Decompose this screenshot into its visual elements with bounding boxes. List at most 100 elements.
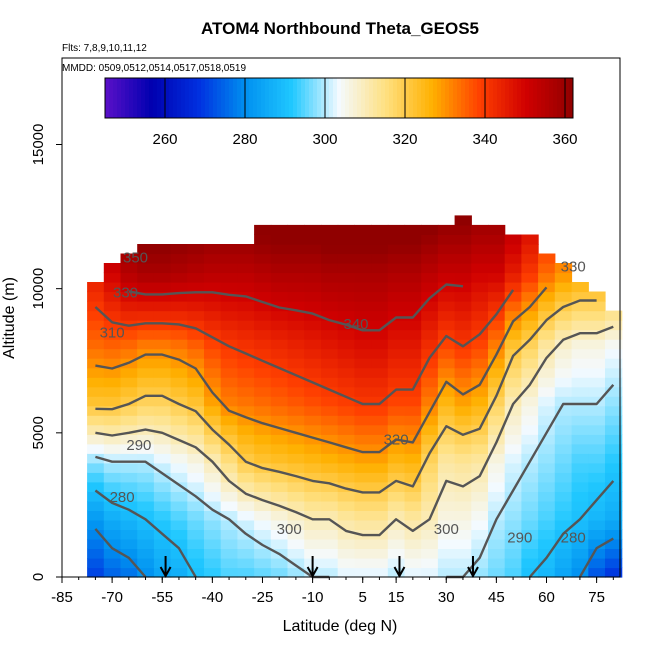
colorbar-cell xyxy=(361,78,366,118)
heatmap-cell xyxy=(270,272,289,283)
heatmap-cell xyxy=(488,472,506,483)
x-tick-label: 5 xyxy=(359,589,367,606)
heatmap-cell xyxy=(170,443,188,454)
contour-label: 310 xyxy=(100,325,125,342)
heatmap-cell xyxy=(437,462,456,473)
heatmap-cell xyxy=(404,529,422,540)
heatmap-cell xyxy=(103,424,122,435)
colorbar-cell xyxy=(369,78,374,118)
heatmap-cell xyxy=(254,310,272,321)
heatmap-cell xyxy=(220,339,238,350)
heatmap-cell xyxy=(421,519,439,530)
heatmap-cell xyxy=(354,358,372,369)
heatmap-cell xyxy=(488,443,506,454)
heatmap-cell xyxy=(504,481,522,492)
heatmap-cell xyxy=(337,339,355,350)
heatmap-cell xyxy=(588,529,606,540)
heatmap-cell xyxy=(103,472,122,483)
heatmap-cell xyxy=(471,529,489,540)
profile-arrow xyxy=(306,556,319,579)
heatmap-cell xyxy=(87,462,105,473)
heatmap-cell xyxy=(488,386,506,397)
heatmap-cell xyxy=(437,434,456,445)
heatmap-cell xyxy=(504,415,522,426)
heatmap-cell xyxy=(270,510,289,521)
heatmap-cell xyxy=(187,386,205,397)
heatmap-cell xyxy=(287,329,305,340)
x-tick-label: -10 xyxy=(302,589,324,606)
heatmap-cell xyxy=(254,291,272,302)
heatmap-cell xyxy=(471,386,489,397)
colorbar-cell xyxy=(349,78,354,118)
heatmap-cell xyxy=(187,567,205,578)
heatmap-cell xyxy=(137,301,155,312)
colorbar-cell xyxy=(557,78,562,118)
heatmap-cell xyxy=(554,491,573,502)
heatmap-cell xyxy=(187,434,205,445)
heatmap-cell xyxy=(454,500,472,511)
heatmap-cell xyxy=(588,339,606,350)
heatmap-cell xyxy=(237,434,255,445)
heatmap-cell xyxy=(387,224,406,235)
heatmap-cell xyxy=(437,282,456,293)
heatmap-cell xyxy=(404,519,422,530)
heatmap-cell xyxy=(287,386,305,397)
colorbar-cell xyxy=(269,78,274,118)
heatmap-cell xyxy=(187,519,205,530)
colorbar-cell xyxy=(229,78,234,118)
heatmap-cell xyxy=(321,310,339,321)
heatmap-cell xyxy=(554,472,573,483)
contour-label: 350 xyxy=(123,250,148,267)
heatmap-cell xyxy=(554,272,573,283)
colorbar-cell xyxy=(489,78,494,118)
heatmap-cell xyxy=(220,519,238,530)
heatmap-cell xyxy=(404,358,422,369)
heatmap-cell xyxy=(605,558,623,569)
colorbar-cell xyxy=(213,78,218,118)
heatmap-cell xyxy=(588,377,606,388)
heatmap-cell xyxy=(488,339,506,350)
heatmap-cell xyxy=(153,301,172,312)
heatmap-cell xyxy=(538,548,556,559)
contour-line xyxy=(578,537,614,578)
heatmap-cell xyxy=(504,491,522,502)
heatmap-cell xyxy=(237,462,255,473)
heatmap-cell xyxy=(137,462,155,473)
heatmap-cell xyxy=(571,538,589,549)
heatmap-cell xyxy=(137,529,155,540)
colorbar-cell xyxy=(109,78,114,118)
heatmap-cell xyxy=(354,567,372,578)
heatmap-cell xyxy=(137,329,155,340)
heatmap-cell xyxy=(437,310,456,321)
heatmap-cell xyxy=(254,491,272,502)
heatmap-cell xyxy=(87,529,105,540)
heatmap-cell xyxy=(170,538,188,549)
heatmap-cell xyxy=(170,405,188,416)
heatmap-cell xyxy=(237,320,255,331)
heatmap-cell xyxy=(304,415,322,426)
heatmap-cell xyxy=(504,234,522,245)
heatmap-cell xyxy=(137,481,155,492)
heatmap-cell xyxy=(538,320,556,331)
heatmap-cell xyxy=(337,291,355,302)
heatmap-cell xyxy=(421,567,439,578)
heatmap-cell xyxy=(588,538,606,549)
heatmap-cell xyxy=(153,481,172,492)
heatmap-cell xyxy=(538,348,556,359)
heatmap-cell xyxy=(103,386,122,397)
colorbar-cell xyxy=(245,78,250,118)
heatmap-cell xyxy=(170,558,188,569)
heatmap-cell xyxy=(220,500,238,511)
heatmap-cell xyxy=(170,310,188,321)
colorbar-cell xyxy=(173,78,178,118)
heatmap-cell xyxy=(454,320,472,331)
heatmap-cell xyxy=(554,386,573,397)
theta-contours xyxy=(94,283,615,579)
heatmap-cell xyxy=(287,244,305,255)
heatmap-cell xyxy=(571,405,589,416)
heatmap-cell xyxy=(237,377,255,388)
heatmap-cell xyxy=(488,224,506,235)
heatmap-cell xyxy=(137,339,155,350)
heatmap-cell xyxy=(304,529,322,540)
heatmap-cell xyxy=(270,538,289,549)
